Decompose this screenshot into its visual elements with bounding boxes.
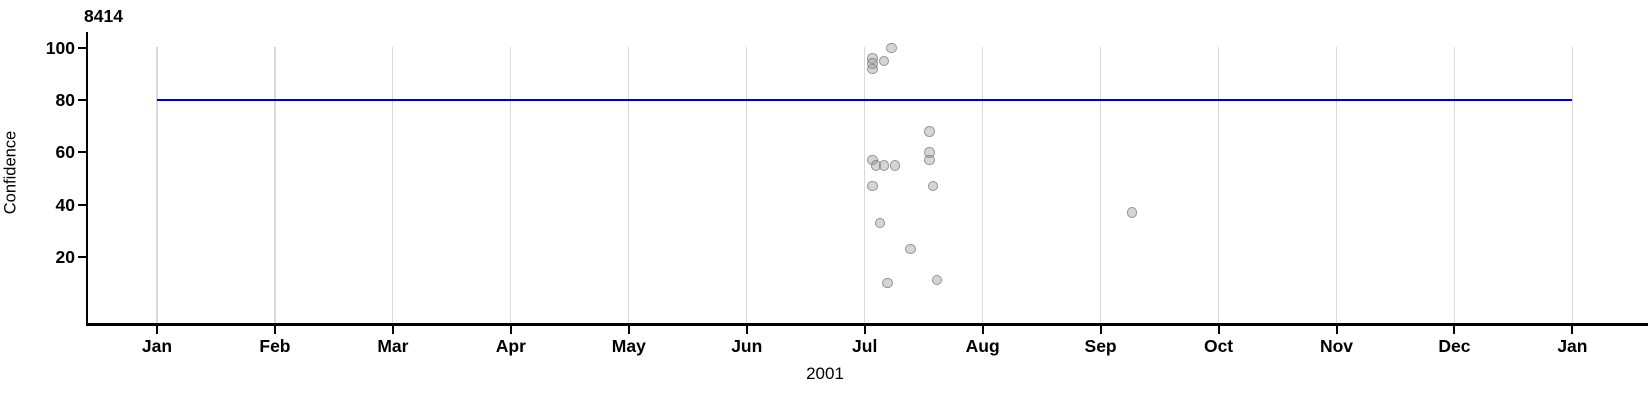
data-point [882, 277, 893, 288]
x-tick-label: Jun [731, 336, 763, 356]
month-gridline [392, 47, 394, 324]
month-gridline [510, 47, 512, 324]
x-tick [1217, 325, 1220, 335]
x-tick [391, 325, 394, 335]
month-gridline [746, 47, 748, 324]
x-axis-year-label: 2001 [806, 364, 844, 383]
y-tick [78, 203, 86, 206]
x-tick-label: Sep [1084, 336, 1117, 356]
data-point [889, 160, 901, 171]
x-tick-label: Jul [852, 336, 878, 356]
x-tick [981, 325, 984, 335]
data-point [924, 154, 935, 166]
y-tick [78, 255, 86, 258]
month-gridline [982, 47, 984, 324]
x-tick-label: Aug [965, 336, 1000, 356]
y-tick-label: 100 [45, 38, 75, 58]
data-point [924, 126, 935, 137]
month-gridline [1335, 47, 1338, 324]
x-tick-label: Nov [1319, 336, 1354, 356]
x-tick [1335, 325, 1338, 335]
x-tick-label: Oct [1203, 336, 1234, 356]
data-point [927, 181, 939, 192]
x-tick [509, 325, 512, 335]
month-gridline [274, 47, 276, 324]
x-tick-label: Apr [495, 336, 526, 356]
month-gridline [1217, 47, 1220, 324]
reference-line [157, 99, 1573, 101]
y-tick [78, 151, 86, 154]
x-tick [745, 325, 748, 335]
x-tick-label: Jan [1557, 336, 1588, 356]
x-tick [627, 325, 630, 335]
month-gridline [628, 47, 630, 324]
y-tick-label: 40 [55, 194, 75, 215]
y-tick-label: 80 [55, 90, 75, 111]
x-tick [1099, 325, 1102, 335]
data-point [905, 243, 916, 255]
x-tick-label: Jan [141, 336, 173, 356]
data-point [878, 55, 889, 67]
month-gridline [156, 47, 158, 324]
month-gridline [1571, 47, 1573, 324]
y-tick [78, 47, 86, 49]
x-tick [156, 325, 158, 335]
month-gridline [1453, 47, 1456, 324]
x-tick-label: Dec [1438, 336, 1471, 356]
x-tick-label: May [611, 336, 646, 356]
data-point [867, 181, 878, 192]
month-gridline [864, 47, 866, 324]
chart-title: 8414 [84, 6, 123, 26]
data-point [878, 160, 889, 171]
y-tick-label: 60 [55, 142, 75, 163]
x-tick [273, 325, 276, 335]
x-tick [1453, 325, 1456, 335]
data-point [886, 42, 897, 54]
x-tick-label: Feb [259, 336, 291, 356]
data-point [931, 275, 943, 286]
month-gridline [1100, 47, 1102, 324]
x-tick [863, 325, 866, 335]
x-axis-line [86, 323, 1648, 326]
data-point [1126, 207, 1138, 218]
y-axis-line [85, 32, 89, 326]
y-tick [78, 99, 86, 102]
data-point [874, 217, 886, 228]
y-tick-label: 20 [55, 246, 75, 267]
x-tick-label: Mar [377, 336, 409, 356]
data-point [867, 63, 878, 75]
x-tick [1571, 325, 1574, 335]
